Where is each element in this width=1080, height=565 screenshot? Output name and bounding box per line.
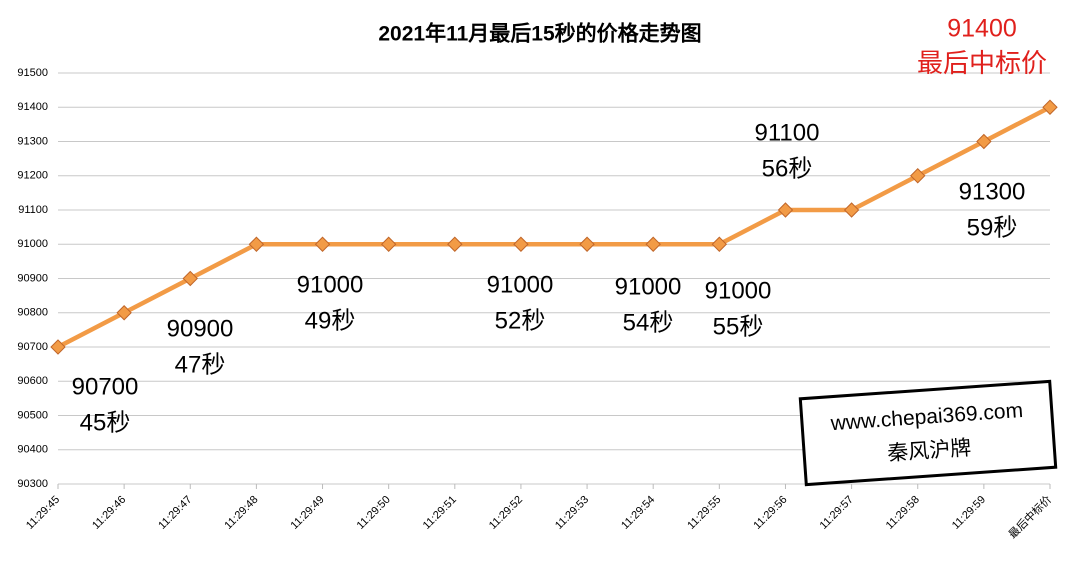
marker: [380, 236, 397, 252]
annotation-value: 91100: [755, 119, 820, 146]
y-tick-label: 91100: [18, 204, 48, 216]
y-tick-label: 91000: [17, 238, 48, 250]
annotation-text: 59秒: [967, 214, 1018, 241]
marker: [314, 236, 331, 252]
marker: [447, 236, 463, 252]
y-tick-label: 90300: [17, 478, 48, 490]
annotation-text: 49秒: [305, 307, 356, 334]
annotation-text: 54秒: [623, 309, 674, 336]
marker: [248, 236, 265, 252]
marker: [976, 133, 992, 150]
marker: [645, 236, 661, 252]
y-tick-label: 91500: [17, 67, 48, 79]
y-tick-label: 90800: [17, 307, 48, 319]
watermark: www.chepai369.com 秦风沪牌: [798, 379, 1058, 487]
y-tick-label: 91400: [17, 101, 48, 113]
y-tick-label: 91300: [17, 135, 48, 147]
final-value: 91400: [947, 15, 1017, 43]
marker: [1042, 99, 1058, 115]
chart-title: 2021年11月最后15秒的价格走势图: [378, 22, 701, 46]
annotation-value: 91000: [297, 271, 364, 298]
marker: [50, 339, 66, 355]
marker: [777, 202, 794, 218]
annotation-value: 91000: [705, 277, 772, 304]
y-tick-label: 90400: [17, 444, 48, 456]
marker: [910, 168, 926, 184]
annotation-value: 90900: [167, 315, 234, 342]
watermark-box: [798, 379, 1058, 487]
y-tick-label: 91200: [17, 170, 48, 182]
annotation-text: 47秒: [175, 351, 226, 378]
annotation-value: 91000: [615, 273, 682, 300]
marker: [513, 236, 529, 252]
marker: [843, 202, 860, 218]
annotation-value: 90700: [72, 373, 139, 400]
annotation-text: 55秒: [713, 313, 764, 340]
line: [56, 105, 1052, 349]
y-tick-label: 90500: [17, 409, 48, 421]
annotation-value: 91000: [487, 271, 554, 298]
final-text: 最后中标价: [917, 48, 1047, 78]
y-tick-label: 90900: [17, 272, 48, 284]
annotation-text: 45秒: [80, 409, 131, 436]
y-tick-label: 90600: [17, 375, 48, 387]
y-tick-label: 90700: [17, 341, 48, 353]
marker: [116, 305, 132, 321]
annotation-value: 91300: [959, 178, 1026, 205]
annotation-text: 56秒: [762, 155, 813, 182]
annotation-text: 52秒: [495, 307, 546, 334]
marker: [182, 270, 198, 287]
marker: [711, 236, 728, 252]
marker: [579, 236, 595, 252]
